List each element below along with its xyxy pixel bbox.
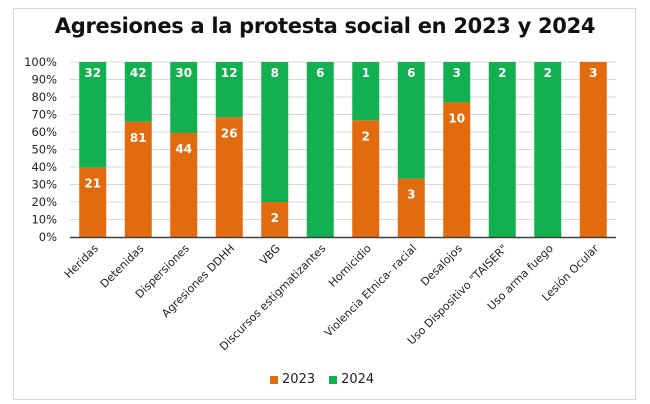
data-label-2023: 2 bbox=[362, 129, 370, 143]
data-label-2024: 30 bbox=[175, 66, 192, 80]
bar-2024 bbox=[79, 62, 107, 168]
bar-2024 bbox=[352, 62, 380, 121]
data-label-2024: 12 bbox=[221, 66, 238, 80]
legend-label-2024: 2024 bbox=[341, 372, 375, 387]
y-tick-label: 100% bbox=[24, 55, 57, 69]
x-tick-label: Violencia Etnica- racial bbox=[322, 242, 420, 340]
bar-2023 bbox=[397, 178, 425, 237]
y-tick-label: 90% bbox=[31, 73, 57, 87]
y-tick-label: 30% bbox=[31, 178, 57, 192]
bar-2024 bbox=[488, 62, 516, 237]
data-label-2023: 44 bbox=[175, 142, 192, 156]
legend: 2023 2024 bbox=[270, 372, 374, 387]
y-tick-label: 60% bbox=[31, 125, 57, 139]
x-tick-label: Heridas bbox=[62, 242, 101, 281]
legend-label-2023: 2023 bbox=[282, 372, 316, 387]
legend-swatch-2023 bbox=[270, 375, 278, 384]
y-tick-label: 40% bbox=[31, 160, 57, 174]
bar-2023 bbox=[124, 121, 152, 237]
x-tick-label: VBG bbox=[257, 242, 283, 268]
data-label-2023: 3 bbox=[407, 188, 415, 202]
bar-2023 bbox=[352, 120, 380, 237]
y-tick-label: 20% bbox=[31, 195, 57, 209]
bar-2024 bbox=[534, 62, 562, 237]
data-label-2023: 26 bbox=[221, 126, 238, 140]
data-label-2023: 21 bbox=[84, 177, 101, 191]
bar-2023 bbox=[261, 202, 289, 237]
y-tick-label: 50% bbox=[31, 143, 57, 157]
data-label-2024: 42 bbox=[130, 66, 147, 80]
legend-item-2024: 2024 bbox=[329, 372, 374, 387]
bar-2024 bbox=[306, 62, 334, 237]
bar-2024 bbox=[215, 62, 243, 118]
data-label-2024: 32 bbox=[84, 66, 101, 80]
data-label-2023: 81 bbox=[130, 131, 147, 145]
data-label-2024: 2 bbox=[498, 66, 506, 80]
bar-2024 bbox=[397, 62, 425, 179]
data-label-2024: 8 bbox=[271, 66, 279, 80]
bar-2024 bbox=[170, 62, 198, 133]
chart-title: Agresiones a la protesta social en 2023 … bbox=[54, 14, 596, 38]
data-label-2024: 3 bbox=[453, 66, 461, 80]
bar-2024 bbox=[261, 62, 289, 202]
x-tick-label: Homicidio bbox=[326, 242, 374, 290]
legend-item-2023: 2023 bbox=[270, 372, 315, 387]
bar-2023 bbox=[443, 102, 471, 237]
data-label-2024: 6 bbox=[316, 66, 324, 80]
y-tick-label: 70% bbox=[31, 108, 57, 122]
x-tick-label: Desalojos bbox=[418, 242, 465, 289]
data-label-2024: 2 bbox=[544, 66, 552, 80]
y-tick-label: 80% bbox=[31, 90, 57, 104]
y-tick-label: 0% bbox=[39, 230, 57, 244]
bar-2023 bbox=[579, 62, 607, 237]
data-label-2023: 10 bbox=[448, 111, 465, 125]
data-label-2024: 6 bbox=[407, 66, 415, 80]
data-label-2023: 2 bbox=[271, 211, 279, 225]
bar-2023 bbox=[170, 132, 198, 237]
data-label-2023: 3 bbox=[589, 66, 597, 80]
bar-2024 bbox=[443, 62, 471, 103]
bar-2023 bbox=[215, 117, 243, 237]
x-tick-label: Detenidas bbox=[98, 242, 147, 291]
data-label-2024: 1 bbox=[362, 66, 370, 80]
y-tick-label: 10% bbox=[31, 213, 57, 227]
bar-2023 bbox=[79, 167, 107, 237]
bar-2024 bbox=[124, 62, 152, 122]
legend-swatch-2024 bbox=[329, 375, 338, 384]
